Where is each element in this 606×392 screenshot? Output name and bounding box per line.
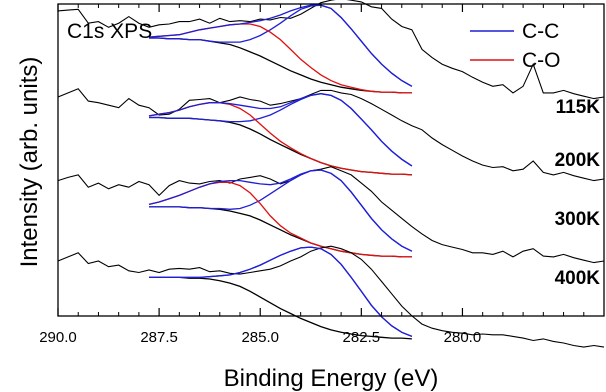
chart-title: C1s XPS — [67, 20, 152, 43]
x-tick-label: 280.0 — [444, 329, 482, 346]
legend: C-C C-O — [470, 20, 561, 72]
x-tick-label: 290.0 — [39, 329, 77, 346]
raw-data-line-200k — [57, 88, 605, 182]
raw-data-line-400k — [57, 245, 605, 348]
x-tick-label: 285.0 — [241, 329, 279, 346]
background-line-400k — [149, 276, 412, 340]
y-axis-title: Intensity (arb. units) — [16, 57, 43, 268]
spectrum-400k — [57, 245, 605, 348]
x-tick-label: 282.5 — [343, 329, 381, 346]
legend-label-c-o: C-O — [522, 49, 561, 72]
temperature-label-300k: 300K — [555, 209, 601, 230]
temperature-labels: 115K 200K 300K 400K — [555, 97, 601, 289]
spectra-group — [57, 0, 605, 348]
spectrum-300k — [57, 166, 605, 264]
temperature-label-115k: 115K — [556, 97, 601, 118]
temperature-label-400k: 400K — [555, 268, 601, 289]
raw-data-line-115k — [57, 0, 605, 100]
x-axis-title: Binding Energy (eV) — [224, 365, 439, 392]
legend-label-c-c: C-C — [522, 20, 559, 43]
x-axis-ticks: 290.0 287.5 285.0 282.5 280.0 — [39, 4, 585, 346]
fit-envelope-line-200k — [148, 93, 413, 167]
raw-data-line-300k — [57, 166, 605, 264]
temperature-label-200k: 200K — [555, 150, 601, 171]
spectrum-200k — [57, 88, 605, 182]
spectrum-115k — [57, 0, 605, 100]
fit-envelope-line-400k — [149, 246, 413, 338]
plot-frame — [57, 3, 605, 317]
fit-envelope-line-115k — [148, 4, 413, 87]
x-tick-label: 287.5 — [140, 329, 178, 346]
fit-envelope-line-300k — [148, 169, 413, 252]
